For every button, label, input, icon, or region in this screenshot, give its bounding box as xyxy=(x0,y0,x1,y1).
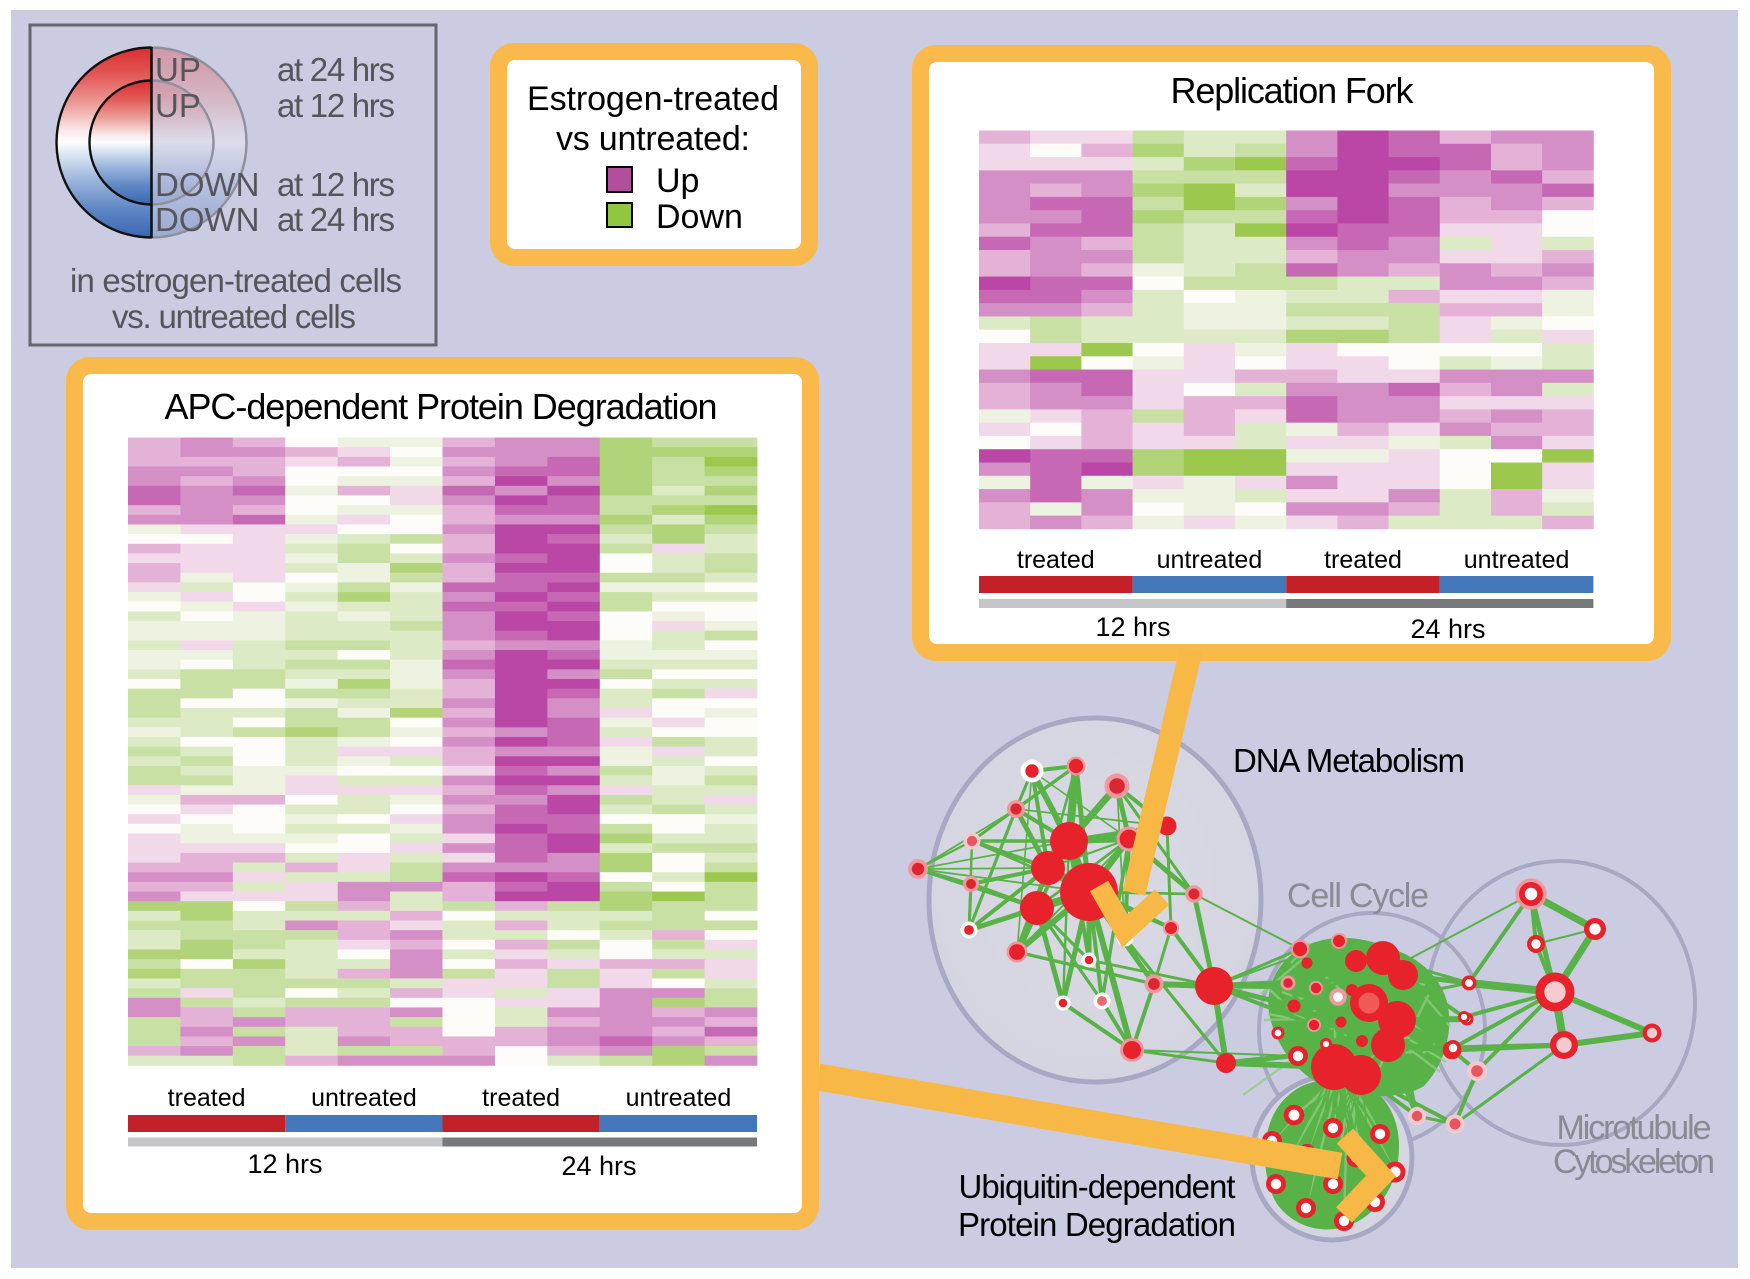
svg-text:24 hrs: 24 hrs xyxy=(1410,614,1485,644)
svg-text:APC-dependent Protein Degradat: APC-dependent Protein Degradation xyxy=(165,386,718,427)
svg-text:Estrogen-treated: Estrogen-treated xyxy=(527,80,779,118)
svg-text:UP: UP xyxy=(155,51,201,88)
svg-text:treated: treated xyxy=(168,1084,246,1112)
svg-text:Cell Cycle: Cell Cycle xyxy=(1287,877,1429,915)
svg-text:Replication Fork: Replication Fork xyxy=(1171,70,1415,111)
svg-text:treated: treated xyxy=(482,1084,560,1112)
svg-text:untreated: untreated xyxy=(1464,546,1570,574)
svg-text:12 hrs: 12 hrs xyxy=(1095,612,1170,642)
svg-text:DOWN: DOWN xyxy=(155,166,259,203)
svg-text:treated: treated xyxy=(1324,546,1402,574)
svg-text:Down: Down xyxy=(656,198,743,236)
svg-text:Ubiquitin-dependent: Ubiquitin-dependent xyxy=(959,1168,1236,1205)
svg-text:vs. untreated cells: vs. untreated cells xyxy=(112,298,356,335)
svg-text:at 24 hrs: at 24 hrs xyxy=(277,201,395,238)
svg-text:treated: treated xyxy=(1017,546,1095,574)
svg-text:Up: Up xyxy=(656,162,699,200)
svg-text:at 12 hrs: at 12 hrs xyxy=(277,87,395,124)
svg-text:at 12 hrs: at 12 hrs xyxy=(277,166,395,203)
svg-text:DNA Metabolism: DNA Metabolism xyxy=(1233,742,1465,779)
svg-text:untreated: untreated xyxy=(1157,546,1263,574)
svg-text:Cytoskeleton: Cytoskeleton xyxy=(1553,1143,1715,1181)
svg-text:DOWN: DOWN xyxy=(155,201,259,238)
svg-text:untreated: untreated xyxy=(626,1084,732,1112)
svg-text:12 hrs: 12 hrs xyxy=(247,1149,322,1179)
svg-text:at 24 hrs: at 24 hrs xyxy=(277,51,395,88)
svg-text:untreated: untreated xyxy=(311,1084,417,1112)
svg-text:UP: UP xyxy=(155,87,201,124)
svg-text:24 hrs: 24 hrs xyxy=(561,1151,636,1181)
svg-text:Microtubule: Microtubule xyxy=(1557,1109,1712,1147)
svg-text:vs untreated:: vs untreated: xyxy=(556,120,750,158)
svg-text:Protein Degradation: Protein Degradation xyxy=(958,1206,1236,1243)
svg-text:in estrogen-treated cells: in estrogen-treated cells xyxy=(70,262,402,299)
